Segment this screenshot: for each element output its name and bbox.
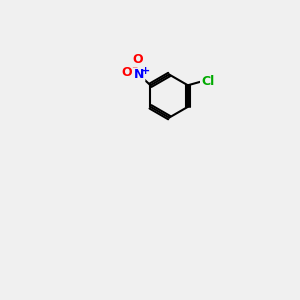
Text: O: O [133,53,143,66]
Text: -: - [131,59,137,74]
Text: N: N [134,68,144,81]
Text: O: O [121,67,132,80]
Text: +: + [140,66,150,76]
Text: Cl: Cl [201,75,214,88]
